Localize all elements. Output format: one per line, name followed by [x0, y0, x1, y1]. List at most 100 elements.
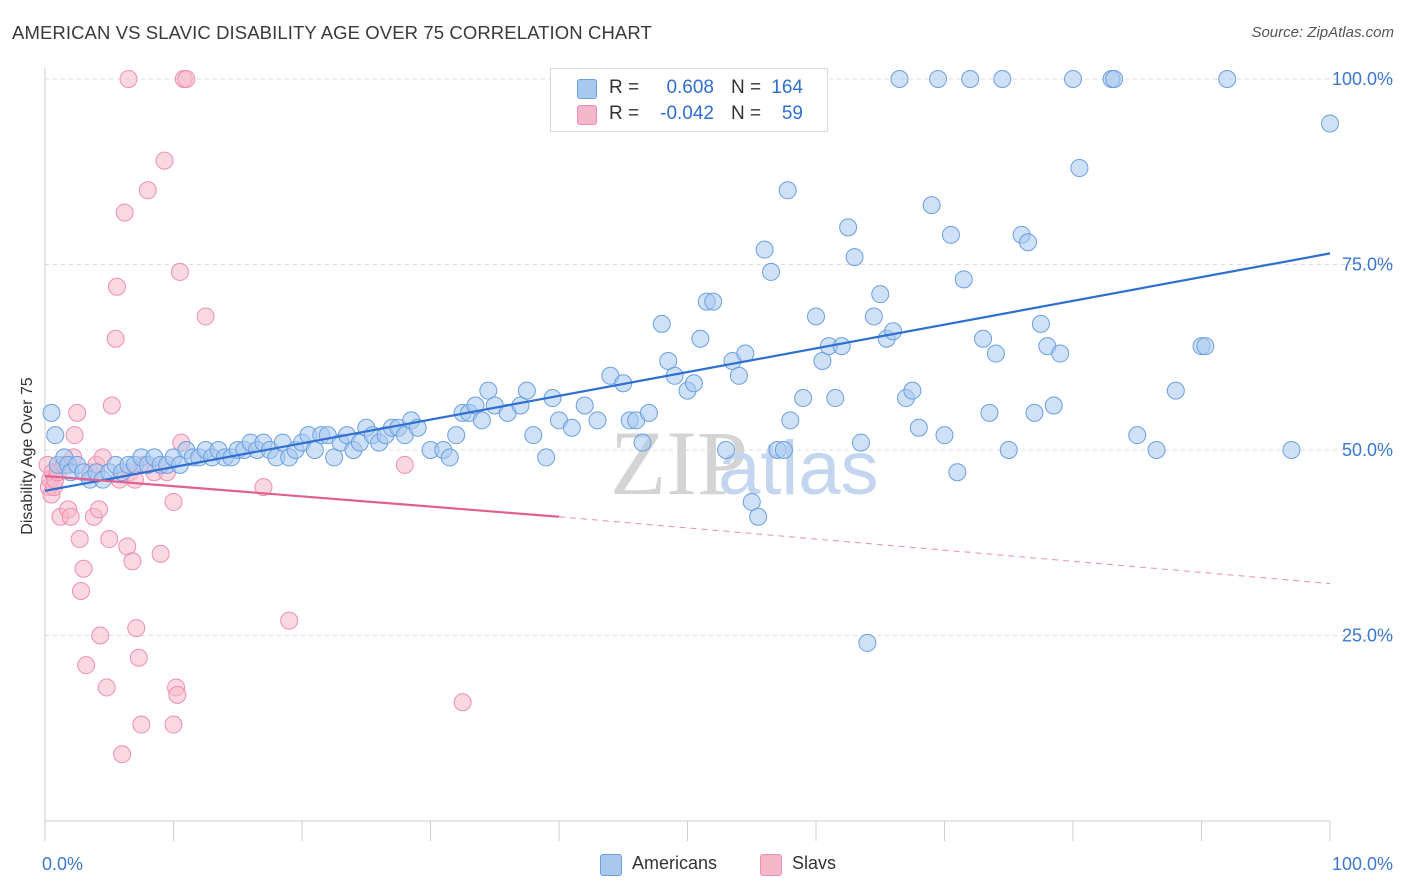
americans-points	[42, 70, 1339, 652]
gridlines	[45, 78, 1395, 636]
slavs-point	[113, 745, 132, 764]
slavs-point	[196, 307, 215, 326]
americans-point	[588, 411, 607, 430]
americans-point	[948, 463, 967, 482]
americans-point	[659, 351, 678, 370]
slavs-point	[127, 619, 146, 638]
legend-slavs-label: Slavs	[792, 853, 837, 873]
n-label: N =	[731, 77, 762, 98]
americans-point	[980, 403, 999, 422]
slavs-point	[132, 715, 151, 734]
slavs-point	[97, 678, 116, 697]
americans-point	[46, 426, 65, 445]
americans-point	[742, 492, 761, 511]
watermark-zip: ZIP	[610, 412, 748, 514]
americans-point	[871, 285, 890, 304]
americans-point	[1019, 233, 1038, 252]
slavs-point	[68, 403, 87, 422]
source-label: Source: ZipAtlas.com	[1251, 24, 1394, 41]
americans-point	[639, 403, 658, 422]
americans-point	[1051, 344, 1070, 363]
americans-point	[999, 441, 1018, 459]
slavs-point	[71, 581, 90, 600]
slavs-point	[61, 507, 80, 526]
slavs-point	[74, 559, 93, 578]
americans-point	[774, 441, 793, 459]
americans-point	[1064, 70, 1082, 88]
americans-point	[717, 441, 736, 459]
slavs-trend-extension	[558, 516, 1331, 585]
americans-point	[440, 448, 459, 467]
r-label: R =	[609, 77, 640, 98]
slavs-point	[164, 715, 183, 734]
x-tick-label-max: 100.0%	[1332, 854, 1393, 874]
stats-legend: R = 0.608 N = 164 R = -0.042 N = 59	[550, 68, 828, 132]
stats-row-americans: R = 0.608 N = 164	[551, 75, 827, 101]
americans-point	[729, 366, 748, 385]
slavs-point	[89, 500, 108, 519]
americans-point	[447, 426, 466, 445]
americans-point	[575, 396, 594, 415]
americans-point	[1070, 159, 1089, 178]
americans-point	[993, 70, 1012, 88]
slavs-point	[70, 530, 89, 549]
slavs-point	[129, 648, 148, 667]
americans-point	[755, 240, 774, 259]
americans-point	[1031, 314, 1050, 333]
slavs-swatch	[577, 105, 597, 125]
trend-lines	[44, 252, 1331, 585]
slavs-point	[280, 611, 299, 630]
americans-point	[961, 70, 980, 88]
slavs-trend-line	[44, 474, 560, 518]
americans-point	[890, 70, 909, 88]
y-axis-label: Disability Age Over 75	[19, 377, 36, 535]
y-tick-label: 50.0%	[1342, 440, 1393, 460]
n-value: 59	[781, 103, 803, 124]
americans-point	[562, 418, 581, 437]
americans-point	[1044, 396, 1063, 415]
y-tick-label: 25.0%	[1342, 626, 1393, 646]
americans-point	[929, 70, 948, 88]
americans-point	[851, 433, 870, 452]
americans-point	[1282, 441, 1301, 459]
americans-point	[858, 633, 877, 652]
legend-americans-label: Americans	[632, 853, 718, 873]
americans-swatch	[577, 79, 597, 99]
slavs-point	[177, 70, 196, 88]
legend-slavs-swatch	[760, 854, 782, 876]
americans-point	[884, 322, 903, 341]
slavs-point	[100, 530, 119, 549]
americans-point	[1166, 381, 1185, 400]
slavs-point	[254, 478, 273, 497]
americans-point	[813, 351, 832, 370]
americans-point	[909, 418, 928, 437]
americans-point	[652, 314, 671, 333]
americans-point	[633, 433, 652, 452]
chart-title: AMERICAN VS SLAVIC DISABILITY AGE OVER 7…	[12, 22, 652, 43]
americans-point	[472, 411, 491, 430]
r-label: R =	[609, 103, 640, 124]
americans-point	[1147, 441, 1166, 459]
slavs-point	[168, 685, 187, 704]
americans-point	[845, 248, 864, 267]
n-value: 164	[771, 77, 803, 98]
americans-point	[864, 307, 883, 326]
slavs-point	[453, 693, 472, 712]
slavs-point	[170, 262, 189, 281]
slavs-point	[107, 277, 126, 296]
slavs-point	[119, 70, 138, 88]
legend-americans-swatch	[600, 854, 622, 876]
americans-point	[1218, 70, 1237, 88]
slavs-point	[102, 396, 121, 415]
americans-point	[524, 426, 543, 445]
americans-point	[794, 389, 813, 408]
americans-point	[691, 329, 710, 348]
stats-row-slavs: R = -0.042 N = 59	[551, 101, 827, 127]
n-label: N =	[731, 103, 762, 124]
americans-point	[704, 292, 723, 311]
americans-point	[986, 344, 1005, 363]
slavs-point	[395, 455, 414, 474]
americans-point	[1128, 426, 1147, 445]
americans-point	[684, 374, 703, 393]
slavs-point	[164, 492, 183, 511]
